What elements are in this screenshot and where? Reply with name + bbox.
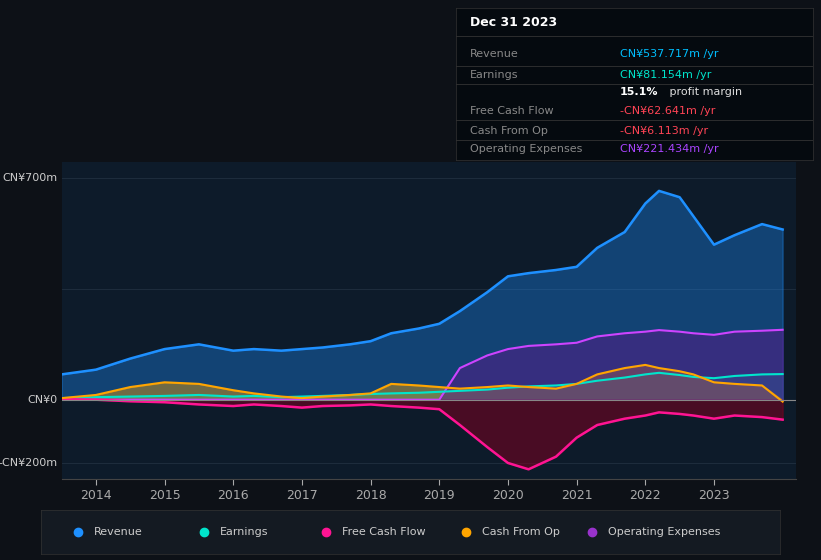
- Text: CN¥700m: CN¥700m: [2, 173, 58, 183]
- Text: profit margin: profit margin: [667, 87, 742, 96]
- Text: CN¥221.434m /yr: CN¥221.434m /yr: [620, 144, 718, 154]
- Text: Free Cash Flow: Free Cash Flow: [342, 527, 425, 537]
- Text: 15.1%: 15.1%: [620, 87, 658, 96]
- Text: Operating Expenses: Operating Expenses: [470, 144, 582, 154]
- Text: Revenue: Revenue: [94, 527, 143, 537]
- Text: Dec 31 2023: Dec 31 2023: [470, 16, 557, 29]
- Text: Free Cash Flow: Free Cash Flow: [470, 106, 553, 116]
- Text: Cash From Op: Cash From Op: [482, 527, 560, 537]
- Text: -CN¥62.641m /yr: -CN¥62.641m /yr: [620, 106, 715, 116]
- Text: -CN¥6.113m /yr: -CN¥6.113m /yr: [620, 126, 708, 136]
- Text: CN¥537.717m /yr: CN¥537.717m /yr: [620, 49, 718, 59]
- Text: Earnings: Earnings: [470, 70, 518, 80]
- Text: CN¥0: CN¥0: [28, 395, 58, 405]
- Text: Operating Expenses: Operating Expenses: [608, 527, 720, 537]
- Text: Cash From Op: Cash From Op: [470, 126, 548, 136]
- Text: -CN¥200m: -CN¥200m: [0, 458, 58, 468]
- Text: CN¥81.154m /yr: CN¥81.154m /yr: [620, 70, 711, 80]
- Text: Revenue: Revenue: [470, 49, 519, 59]
- Text: Earnings: Earnings: [220, 527, 268, 537]
